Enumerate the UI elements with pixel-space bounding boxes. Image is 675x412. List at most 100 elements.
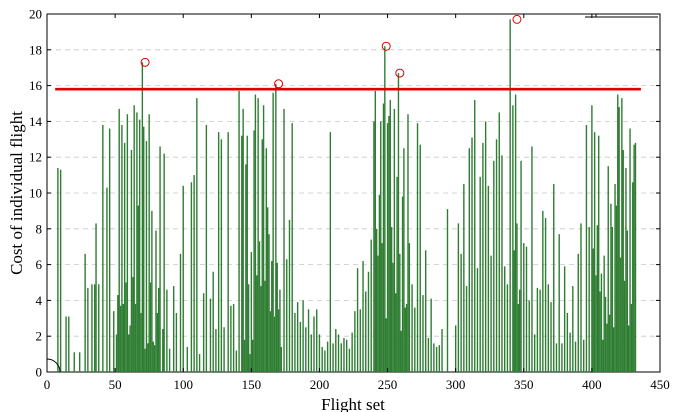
bar [149,282,152,372]
bar [433,343,435,372]
bar [465,286,468,372]
bar [273,316,276,372]
bar [419,144,421,372]
bar [269,311,272,372]
bar [340,343,342,372]
bar [141,62,144,373]
bar [302,300,304,372]
bar [572,286,574,372]
bar [506,284,509,372]
bar [265,148,268,372]
bar [375,228,378,372]
bar [430,298,432,372]
bar [513,250,515,372]
y-tick-label: 0 [36,365,43,380]
bar [205,124,208,372]
y-tick-label: 14 [29,114,43,129]
bar [460,253,462,372]
bar [392,262,394,372]
bar [59,169,62,372]
bar [326,341,329,372]
bar [122,303,124,372]
x-tick-label: 350 [514,377,534,392]
bar [260,286,262,372]
bar [633,144,635,372]
bar [271,261,273,372]
bar [591,105,593,372]
bar [533,334,536,372]
bar [468,148,470,372]
bar [561,343,563,372]
bar [277,309,280,372]
bar [337,334,340,372]
bar [566,312,569,372]
bar [623,280,626,372]
bar [544,218,547,372]
highlight-marker [381,41,391,51]
bar [531,146,533,372]
bar [143,126,145,373]
bar [87,287,89,372]
bar [438,345,441,372]
bar [476,268,479,372]
bar [427,337,430,372]
bar [550,302,552,372]
bar [182,185,184,372]
bars [57,19,637,373]
bar [159,146,161,372]
bar [625,167,627,372]
bar [547,284,549,372]
bar [133,105,135,372]
bar [354,311,356,372]
bar [457,223,460,372]
x-tick-label: 400 [582,377,602,392]
bar [227,132,229,372]
bar [612,327,615,372]
bar [602,339,604,372]
x-tick-label: 150 [242,377,262,392]
bar [490,255,492,372]
bar [305,327,307,372]
bar [622,150,624,372]
bar [501,155,503,372]
bar [365,291,367,372]
bar [399,253,401,372]
bar [626,230,629,372]
bar [196,98,198,372]
bar [283,108,285,373]
bar [291,123,293,372]
bar [102,124,104,372]
bar [512,105,514,372]
y-tick-label: 20 [29,7,42,22]
bar [299,321,302,372]
bar [542,210,544,372]
bar [166,289,168,372]
bar [168,348,171,372]
bar [520,160,522,372]
bar [321,346,323,372]
bar [264,280,266,372]
bar [95,223,97,372]
bar [246,135,248,372]
bar [607,166,609,372]
bar [128,334,130,372]
bar [471,137,473,372]
bar [390,227,393,372]
bar [621,98,623,372]
bar [359,309,362,372]
bar [145,141,148,372]
bar [509,19,511,373]
bar [619,257,622,372]
bar [555,343,558,372]
bar [162,329,164,372]
bar [65,316,67,372]
highlight-markers [140,14,522,89]
bar [332,343,334,372]
bar [268,234,270,372]
bar [629,128,631,372]
y-tick-label: 4 [36,293,43,308]
bar [155,230,157,372]
bar [148,114,150,373]
bar [172,286,175,372]
bar [574,341,577,372]
